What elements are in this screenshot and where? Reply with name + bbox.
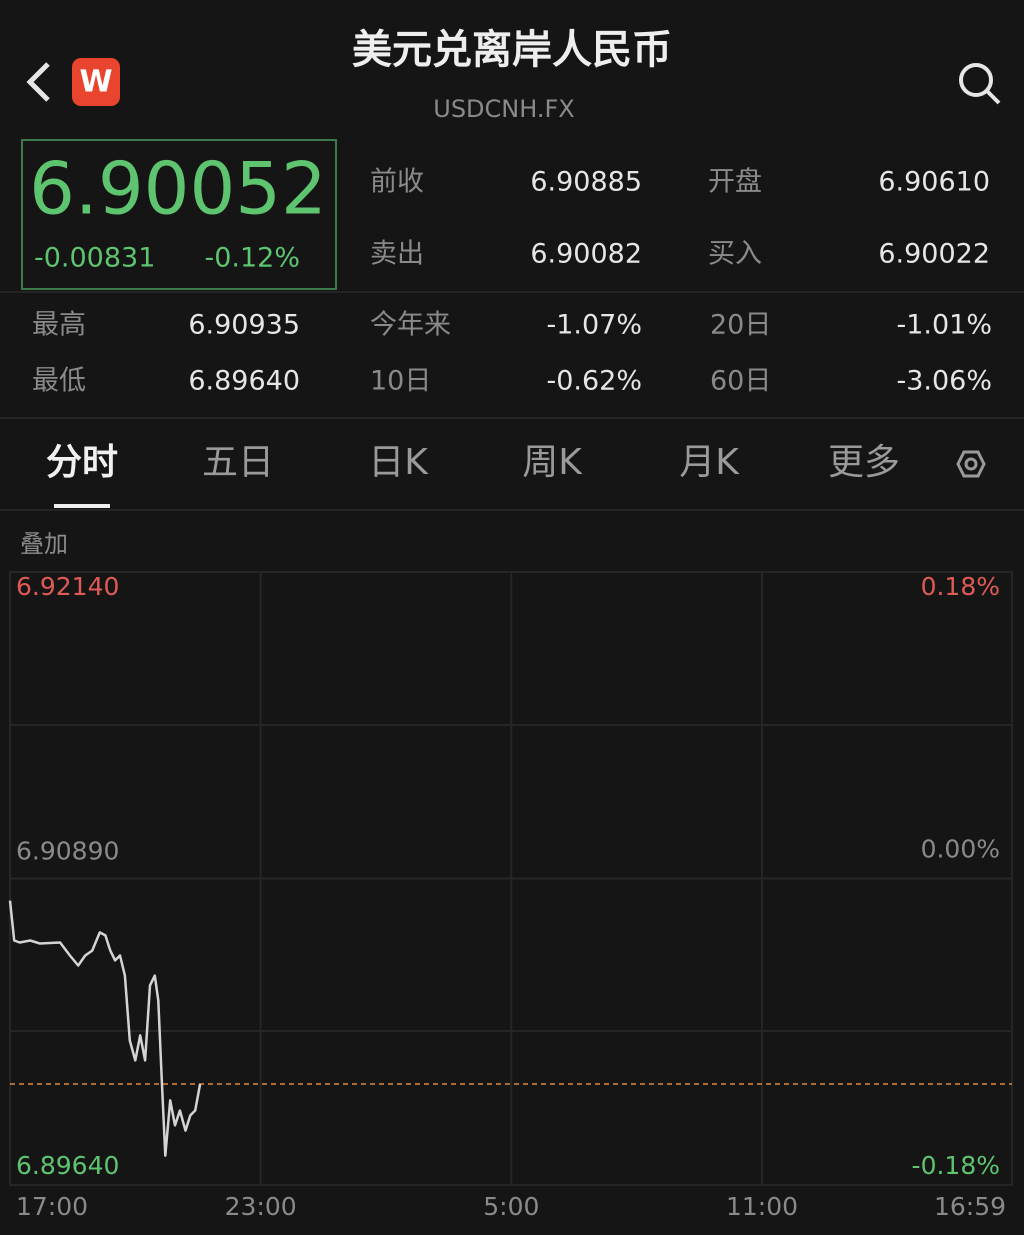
tab[interactable]: 更多 [828, 442, 900, 483]
stat-label: 卖出 [370, 239, 424, 270]
overlay-button[interactable]: 叠加 [20, 530, 68, 558]
stat-label: 前收 [370, 167, 424, 198]
range-label: 最低 [32, 366, 86, 397]
symbol-code: USDCNH.FX [433, 95, 575, 123]
tab[interactable]: 周K [522, 442, 583, 483]
range-label: 最高 [32, 310, 86, 341]
settings-hex [956, 450, 986, 478]
back-button[interactable] [26, 62, 50, 102]
x-tick-label: 11:00 [726, 1192, 798, 1221]
settings-button[interactable] [956, 450, 986, 478]
stat-value: 6.90885 [530, 167, 642, 198]
range-label: 60日 [710, 366, 771, 397]
x-tick-label: 17:00 [16, 1192, 88, 1221]
price-change: -0.00831 [34, 243, 155, 274]
stat-value: 6.90082 [530, 239, 642, 270]
range-value: -1.01% [896, 310, 992, 341]
app-icon-bg [72, 58, 120, 106]
range-label: 今年来 [370, 310, 451, 341]
x-tick-label: 16:59 [934, 1192, 1006, 1221]
stat-label: 开盘 [708, 167, 762, 198]
tab[interactable]: 月K [679, 442, 740, 483]
settings-dot [964, 457, 978, 471]
app-icon[interactable]: W [72, 58, 120, 106]
range-value: -3.06% [896, 366, 992, 397]
y2-tick-label: 0.18% [921, 572, 1000, 601]
y-tick-label: 6.90890 [16, 837, 119, 866]
range-value: -1.07% [546, 310, 642, 341]
stat-value: 6.90022 [878, 239, 990, 270]
stat-label: 买入 [708, 239, 762, 270]
y-tick-label: 6.92140 [16, 572, 119, 601]
quote-box [21, 139, 337, 290]
y2-tick-label: -0.18% [912, 1151, 1000, 1180]
search-handle [985, 89, 1001, 105]
range-value: 6.89640 [188, 366, 300, 397]
stat-value: 6.90610 [878, 167, 990, 198]
tab[interactable]: 五日 [202, 442, 274, 483]
range-value: -0.62% [546, 366, 642, 397]
y2-tick-label: 0.00% [921, 835, 1000, 864]
price-line-series [8, 900, 202, 1157]
range-value: 6.90935 [188, 310, 300, 341]
title: 美元兑离岸人民币 [352, 27, 672, 73]
tab[interactable]: 分时 [46, 442, 118, 483]
tab[interactable]: 日K [368, 442, 429, 483]
y-tick-label: 6.89640 [16, 1151, 119, 1180]
range-label: 20日 [710, 310, 771, 341]
app-icon-letter: W [79, 65, 112, 100]
search-lens [959, 63, 993, 97]
price-change-pct: -0.12% [204, 243, 300, 274]
range-label: 10日 [370, 366, 431, 397]
search-button[interactable] [959, 63, 1001, 105]
x-tick-label: 23:00 [225, 1192, 297, 1221]
last-price: 6.90052 [29, 147, 327, 231]
x-tick-label: 5:00 [483, 1192, 539, 1221]
